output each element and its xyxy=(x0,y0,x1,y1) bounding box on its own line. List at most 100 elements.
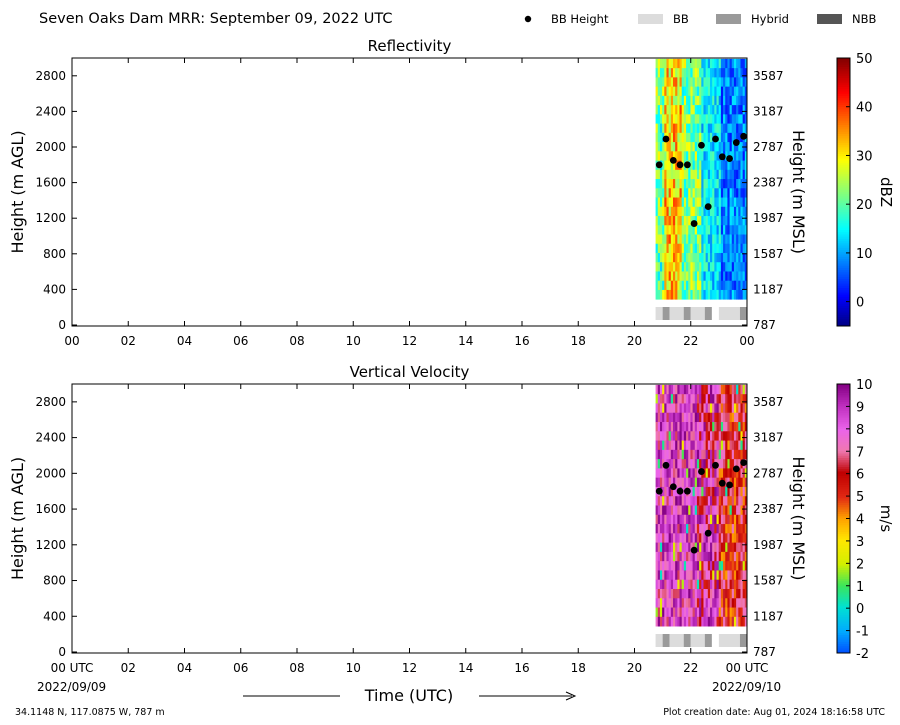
heatmap-cell xyxy=(664,533,667,543)
heatmap-cell xyxy=(694,561,698,571)
colorbar-step xyxy=(837,236,850,240)
heatmap-cell xyxy=(683,394,687,404)
heatmap-cell xyxy=(670,403,674,414)
heatmap-cell xyxy=(670,262,674,272)
heatmap-cell xyxy=(742,542,746,553)
heatmap-cell xyxy=(686,123,689,134)
heatmap-cell xyxy=(686,179,689,189)
heatmap-cell xyxy=(740,403,744,414)
heatmap-cell xyxy=(729,132,733,143)
heatmap-cell xyxy=(718,216,722,226)
heatmap-cell xyxy=(659,459,663,469)
heatmap-cell xyxy=(681,561,685,571)
heatmap-cell xyxy=(664,524,667,534)
colorbar-step xyxy=(837,632,850,636)
heatmap-cell xyxy=(683,440,687,451)
y-right-tick-label: 3187 xyxy=(753,431,784,445)
heatmap-cell xyxy=(738,449,741,460)
heatmap-cell xyxy=(742,496,746,506)
heatmap-cell xyxy=(666,179,670,189)
heatmap-cell xyxy=(655,542,659,553)
x-tick-label: 06 xyxy=(233,334,248,348)
colorbar-step xyxy=(837,543,850,546)
heatmap-cell xyxy=(681,271,685,282)
heatmap-cell xyxy=(720,252,724,263)
heatmap-cell xyxy=(692,551,696,562)
panel-reflectivity: Reflectivity0400800120016002000240028007… xyxy=(8,37,895,348)
heatmap-cell xyxy=(662,114,665,124)
heatmap-cell xyxy=(677,58,680,69)
heatmap-cell xyxy=(666,206,670,217)
heatmap-cell xyxy=(694,514,698,525)
heatmap-cell xyxy=(659,151,663,161)
heatmap-cell xyxy=(725,95,728,106)
heatmap-cell xyxy=(683,243,687,254)
heatmap-cell xyxy=(681,607,685,618)
colorbar-step xyxy=(837,480,850,484)
heatmap-cell xyxy=(686,598,689,608)
heatmap-cell xyxy=(670,123,674,134)
colorbar-step xyxy=(837,227,850,231)
heatmap-cell xyxy=(731,197,735,208)
heatmap-cell xyxy=(670,588,674,599)
heatmap-cell xyxy=(686,505,689,516)
heatmap-cell xyxy=(714,394,717,404)
heatmap-cell xyxy=(655,234,659,245)
colorbar-step xyxy=(837,270,850,273)
heatmap-cell xyxy=(692,579,696,590)
heatmap-cell xyxy=(699,384,702,395)
heatmap-cell xyxy=(718,188,722,198)
heatmap-cell xyxy=(666,607,670,618)
heatmap-cell xyxy=(675,188,678,198)
heatmap-cell xyxy=(699,412,702,423)
heatmap-cell xyxy=(699,431,702,441)
heatmap-cell xyxy=(699,271,702,282)
heatmap-cell xyxy=(659,514,663,525)
heatmap-cell xyxy=(686,68,689,78)
heatmap-cell xyxy=(731,142,735,152)
x-tick-label: 08 xyxy=(289,661,304,675)
heatmap-cell xyxy=(707,151,711,161)
heatmap-cell xyxy=(729,588,733,599)
heatmap-cell xyxy=(731,234,735,245)
heatmap-cell xyxy=(692,561,696,571)
heatmap-cell xyxy=(668,169,672,180)
heatmap-cell xyxy=(729,607,733,618)
heatmap-cell xyxy=(655,58,659,69)
heatmap-cell xyxy=(677,607,680,618)
heatmap-cell xyxy=(692,252,696,263)
heatmap-cell xyxy=(655,431,659,441)
colorbar-step xyxy=(837,525,850,528)
heatmap-cell xyxy=(738,197,741,208)
heatmap-cell xyxy=(712,123,715,134)
heatmap-cell xyxy=(733,607,737,618)
heatmap-cell xyxy=(677,188,680,198)
heatmap-cell xyxy=(738,252,741,263)
heatmap-cell xyxy=(679,440,683,451)
heatmap-cell xyxy=(710,486,713,497)
heatmap-cell xyxy=(662,486,665,497)
heatmap-cell xyxy=(664,607,667,618)
heatmap-cell xyxy=(725,151,728,161)
x-tick-label: 10 xyxy=(346,661,361,675)
y-tick-label: 400 xyxy=(43,609,66,623)
heatmap-cell xyxy=(675,449,678,460)
heatmap-cell xyxy=(744,197,748,208)
bb-type-strip xyxy=(655,634,747,647)
heatmap-cell xyxy=(733,280,737,291)
heatmap-cell xyxy=(673,551,676,562)
heatmap-cell xyxy=(716,271,720,282)
heatmap-cell xyxy=(670,68,674,78)
heatmap-cell xyxy=(673,289,676,300)
start-date-label: 2022/09/09 xyxy=(37,680,106,694)
heatmap-cell xyxy=(664,579,667,590)
heatmap-cell xyxy=(712,579,715,590)
heatmap-cell xyxy=(701,58,704,69)
heatmap-cell xyxy=(729,505,733,516)
heatmap-cell xyxy=(716,542,720,553)
heatmap-cell xyxy=(679,68,683,78)
heatmap-cell xyxy=(707,384,711,395)
x-tick-label: 00 UTC xyxy=(51,661,94,675)
heatmap-cell xyxy=(729,68,733,78)
heatmap-cell xyxy=(696,570,700,581)
